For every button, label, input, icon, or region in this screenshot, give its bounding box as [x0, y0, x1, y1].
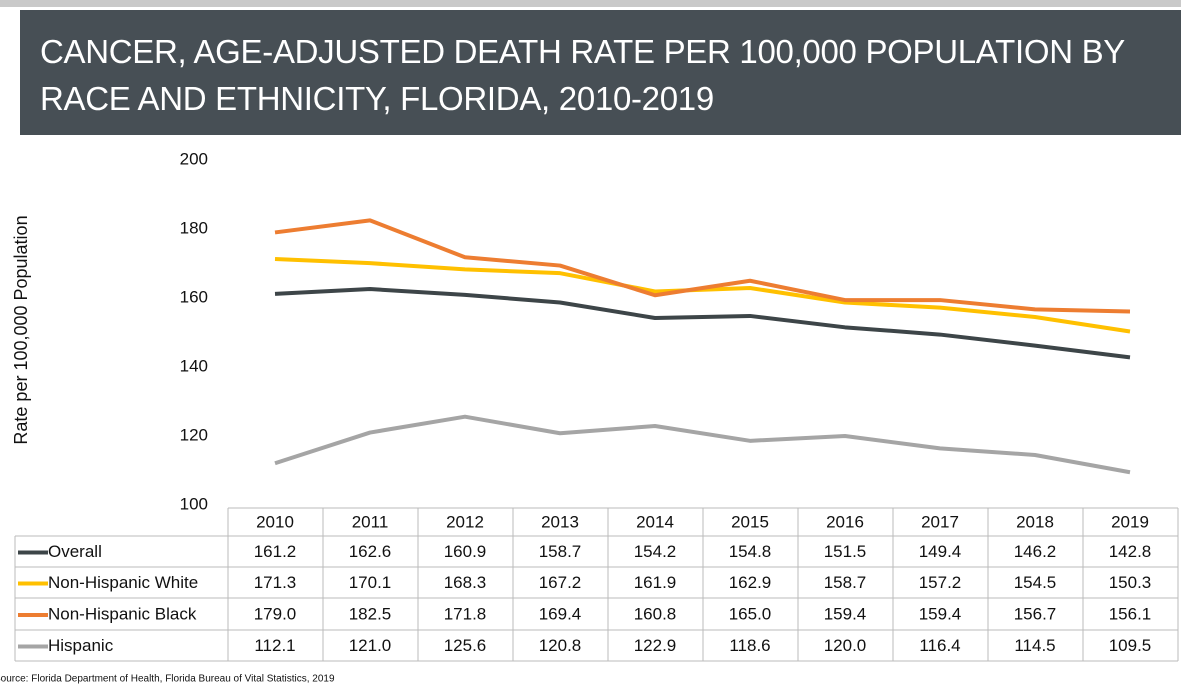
- x-tick-label: 2014: [636, 512, 674, 531]
- table-cell: 114.5: [1014, 636, 1055, 655]
- table-cell: 157.2: [919, 573, 962, 592]
- table-cell: 159.4: [824, 604, 867, 623]
- x-tick-label: 2010: [256, 512, 294, 531]
- table-cell: 154.8: [729, 542, 772, 561]
- x-tick-label: 2017: [921, 512, 959, 531]
- table-cell: 150.3: [1109, 573, 1152, 592]
- table-cell: 116.4: [919, 636, 960, 655]
- x-tick-label: 2018: [1016, 512, 1054, 531]
- table-cell: 168.3: [444, 573, 487, 592]
- series-line: [274, 414, 1131, 475]
- x-tick-label: 2013: [541, 512, 579, 531]
- table-cell: 158.7: [824, 573, 867, 592]
- y-tick-label: 200: [180, 149, 208, 168]
- table-cell: 182.5: [349, 604, 392, 623]
- x-tick-label: 2012: [446, 512, 484, 531]
- table-cell: 167.2: [539, 573, 582, 592]
- table-cell: 154.2: [634, 542, 677, 561]
- table-cell: 169.4: [539, 604, 582, 623]
- table-cell: 161.2: [254, 542, 297, 561]
- series-line: [274, 218, 1131, 314]
- table-cell: 160.9: [444, 542, 487, 561]
- x-tick-label: 2011: [352, 512, 389, 531]
- y-tick-label: 180: [180, 218, 208, 237]
- chart-title: CANCER, AGE-ADJUSTED DEATH RATE PER 100,…: [40, 33, 1125, 117]
- table-cell: 109.5: [1109, 636, 1152, 655]
- source: Source: Florida Department of Health, Fl…: [0, 674, 335, 685]
- table-cell: 146.2: [1014, 542, 1057, 561]
- table-cell: 121.0: [349, 636, 392, 655]
- y-tick-label: 100: [180, 494, 208, 513]
- legend-label: Hispanic: [48, 636, 114, 655]
- table-cell: 149.4: [919, 542, 962, 561]
- table-cell: 151.5: [824, 542, 867, 561]
- table-cell: 125.6: [444, 636, 487, 655]
- table-cell: 156.1: [1109, 604, 1152, 623]
- x-tick-label: 2019: [1111, 512, 1149, 531]
- table-cell: 112.1: [254, 636, 295, 655]
- legend-label: Non-Hispanic White: [48, 573, 198, 592]
- title-banner: [20, 10, 1181, 135]
- table-cell: 160.8: [634, 604, 677, 623]
- table-cell: 122.9: [634, 636, 677, 655]
- table-cell: 171.3: [254, 573, 297, 592]
- y-tick-label: 160: [180, 287, 208, 306]
- table-cell: 162.6: [349, 542, 392, 561]
- series-line: [274, 287, 1131, 360]
- table-cell: 120.0: [824, 636, 867, 655]
- table-cell: 120.8: [539, 636, 582, 655]
- table-cell: 162.9: [729, 573, 772, 592]
- table-cell: 179.0: [254, 604, 297, 623]
- y-axis-label: Rate per 100,000 Population: [11, 215, 31, 444]
- x-tick-label: 2016: [826, 512, 864, 531]
- series-line: [274, 257, 1131, 334]
- table-cell: 170.1: [349, 573, 392, 592]
- table-cell: 159.4: [919, 604, 962, 623]
- table-cell: 118.6: [729, 636, 770, 655]
- x-tick-label: 2015: [731, 512, 769, 531]
- legend-label: Overall: [48, 542, 102, 561]
- y-tick-label: 140: [180, 356, 208, 375]
- table-cell: 171.8: [444, 604, 487, 623]
- table-cell: 154.5: [1014, 573, 1057, 592]
- table-cell: 158.7: [539, 542, 582, 561]
- table-cell: 142.8: [1109, 542, 1152, 561]
- table-cell: 156.7: [1014, 604, 1057, 623]
- y-tick-label: 120: [180, 425, 208, 444]
- legend-label: Non-Hispanic Black: [48, 604, 197, 623]
- table-cell: 165.0: [729, 604, 772, 623]
- top-strip: [0, 0, 1181, 7]
- table-cell: 161.9: [634, 573, 677, 592]
